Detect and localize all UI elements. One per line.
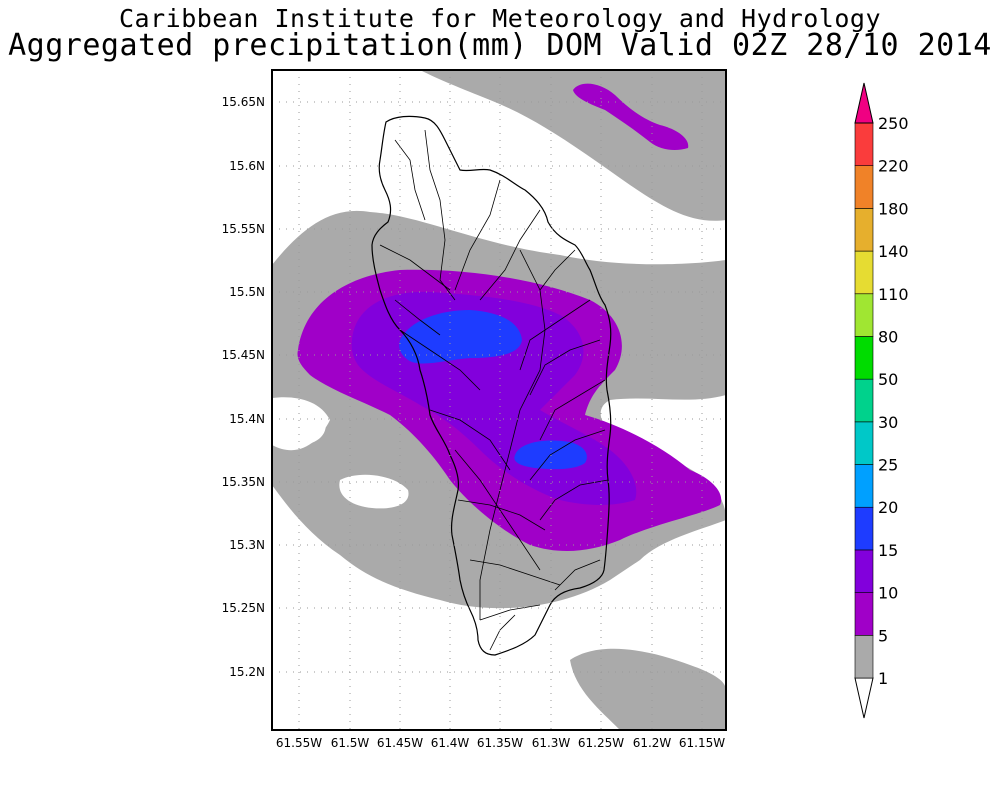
colorbar-upper-arrow [854,82,874,124]
colorbar-segment [854,208,874,252]
map-gridlines [272,70,726,730]
river-network [379,129,609,651]
colorbar-label: 180 [878,199,909,218]
lon-label: 61.35W [477,736,523,750]
lon-label: 61.45W [377,736,423,750]
colorbar-label: 220 [878,157,909,176]
colorbar-segment [854,421,874,465]
lat-label: 15.65N [222,95,265,109]
lon-label: 61.3W [532,736,571,750]
colorbar-segment [854,592,874,636]
colorbar-segment [854,122,874,166]
colorbar-label: 140 [878,242,909,261]
colorbar-label: 80 [878,327,898,346]
lat-label: 15.3N [229,538,265,552]
colorbar-label: 5 [878,626,888,645]
lon-label: 61.5W [331,736,370,750]
chart-subtitle: Aggregated precipitation(mm) DOM Valid 0… [8,28,992,63]
colorbar-segment [854,506,874,551]
precip-region-gray [570,648,726,730]
lon-label: 61.25W [578,736,624,750]
lon-label: 61.55W [276,736,322,750]
colorbar-label: 20 [878,498,898,517]
colorbar-segment [854,378,874,423]
lat-label: 15.55N [222,222,265,236]
longitude-labels: 61.55W 61.5W 61.45W 61.4W 61.35W 61.3W 6… [276,736,725,750]
colorbar-label: 15 [878,541,898,560]
colorbar-label: 10 [878,584,898,603]
colorbar-lower-arrow [854,677,874,719]
lat-label: 15.25N [222,601,265,615]
lat-label: 15.4N [229,412,265,426]
lon-label: 61.2W [633,736,672,750]
colorbar-segment [854,464,874,508]
colorbar-segment [854,336,874,380]
lon-label: 61.15W [679,736,725,750]
precip-hole [690,537,726,561]
colorbar-segment [854,635,874,679]
colorbar-label: 250 [878,114,909,133]
lon-label: 61.4W [431,736,470,750]
lat-label: 15.6N [229,159,265,173]
colorbar-label: 50 [878,370,898,389]
latitude-labels: 15.65N 15.6N 15.55N 15.5N 15.45N 15.4N 1… [222,95,265,679]
colorbar-segment [854,250,874,295]
colorbar-segment [854,165,874,209]
colorbar-label: 1 [878,669,888,688]
precip-hole [272,399,326,446]
precip-region-gray [420,70,726,221]
colorbar-segment [854,293,874,337]
colorbar-label: 30 [878,413,898,432]
lat-label: 15.35N [222,475,265,489]
lat-label: 15.2N [229,665,265,679]
island-outline [371,115,612,656]
precip-hole [339,474,409,509]
map-frame [271,69,727,731]
map-plot-area [272,70,726,730]
colorbar-label: 110 [878,285,909,304]
precip-region-purple-5 [573,83,689,150]
chart-title: Caribbean Institute for Meteorology and … [118,4,881,33]
colorbar-label: 25 [878,456,898,475]
lat-label: 15.5N [229,285,265,299]
lat-label: 15.45N [222,348,265,362]
colorbar-segment [854,549,874,593]
